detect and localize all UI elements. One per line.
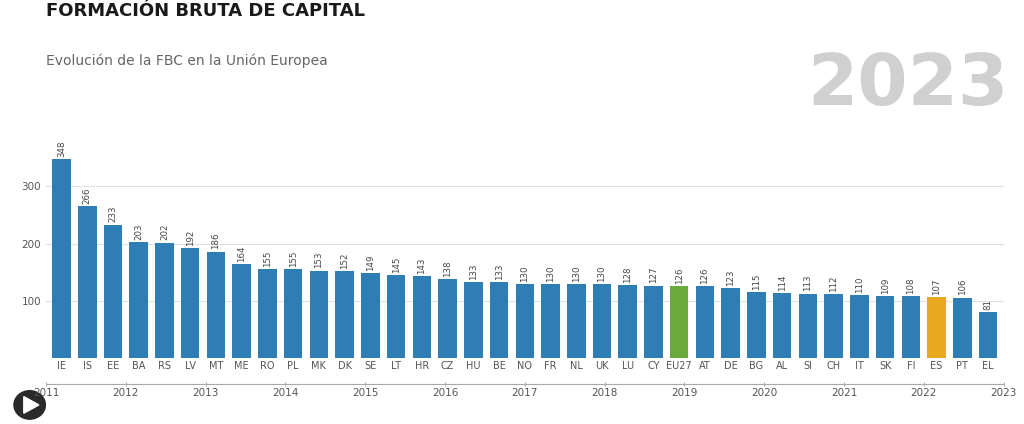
Text: 130: 130: [571, 265, 581, 282]
Text: 130: 130: [520, 265, 529, 282]
Text: 145: 145: [391, 257, 400, 273]
Text: 2022: 2022: [910, 388, 937, 398]
Text: 153: 153: [314, 252, 324, 268]
Bar: [670, 286, 688, 358]
Text: 2016: 2016: [432, 388, 458, 398]
Bar: [413, 276, 431, 358]
Bar: [799, 293, 817, 358]
Bar: [618, 285, 637, 358]
Bar: [78, 206, 96, 358]
Bar: [258, 270, 276, 358]
Bar: [361, 273, 380, 358]
Text: 233: 233: [109, 206, 118, 223]
Bar: [103, 225, 122, 358]
Bar: [52, 159, 71, 358]
Text: 110: 110: [855, 276, 864, 293]
Bar: [438, 279, 457, 358]
Bar: [722, 288, 740, 358]
Bar: [181, 248, 200, 358]
Text: 107: 107: [932, 278, 941, 295]
Bar: [387, 275, 406, 358]
Bar: [593, 284, 611, 358]
Text: 155: 155: [289, 251, 298, 267]
Text: 164: 164: [238, 245, 246, 262]
Bar: [901, 296, 921, 358]
Text: 2013: 2013: [193, 388, 219, 398]
Text: 114: 114: [777, 274, 786, 291]
Bar: [567, 284, 586, 358]
Text: 128: 128: [624, 266, 632, 283]
Text: FORMACIÓN BRUTA DE CAPITAL: FORMACIÓN BRUTA DE CAPITAL: [46, 2, 366, 20]
Bar: [232, 264, 251, 358]
Bar: [156, 243, 174, 358]
Text: 2018: 2018: [592, 388, 617, 398]
Bar: [695, 286, 714, 358]
Text: 143: 143: [418, 257, 426, 274]
Text: 133: 133: [469, 263, 478, 280]
Bar: [850, 295, 868, 358]
Text: 186: 186: [211, 233, 220, 249]
Text: 2017: 2017: [512, 388, 538, 398]
Bar: [464, 282, 482, 358]
Text: 155: 155: [263, 251, 272, 267]
Bar: [207, 252, 225, 358]
Text: 202: 202: [160, 224, 169, 240]
Text: 192: 192: [185, 230, 195, 246]
Text: 2012: 2012: [113, 388, 139, 398]
Bar: [928, 297, 946, 358]
Text: 108: 108: [906, 278, 915, 294]
Bar: [309, 271, 328, 358]
Bar: [773, 293, 792, 358]
Bar: [953, 298, 972, 358]
Bar: [824, 294, 843, 358]
Bar: [129, 242, 148, 358]
Bar: [489, 282, 508, 358]
Bar: [979, 312, 997, 358]
Bar: [515, 284, 535, 358]
Text: 112: 112: [829, 275, 839, 292]
Text: 348: 348: [57, 140, 66, 156]
Text: 203: 203: [134, 223, 143, 240]
Text: 130: 130: [546, 265, 555, 282]
Text: 126: 126: [675, 267, 684, 284]
Text: Evolución de la FBC en la Unión Europea: Evolución de la FBC en la Unión Europea: [46, 53, 328, 67]
Text: 127: 127: [649, 267, 658, 283]
Text: 113: 113: [804, 275, 812, 291]
Text: 2019: 2019: [671, 388, 697, 398]
Text: 133: 133: [495, 263, 504, 280]
Bar: [876, 296, 894, 358]
Bar: [542, 284, 560, 358]
Text: 266: 266: [83, 187, 92, 204]
Text: 2015: 2015: [352, 388, 379, 398]
Text: 126: 126: [700, 267, 710, 284]
Text: 81: 81: [984, 298, 992, 310]
Text: 2011: 2011: [33, 388, 59, 398]
Text: 2023: 2023: [807, 51, 1009, 120]
Bar: [284, 270, 302, 358]
Text: 130: 130: [598, 265, 606, 282]
Text: 152: 152: [340, 252, 349, 269]
Text: 2014: 2014: [272, 388, 299, 398]
Text: 2021: 2021: [830, 388, 857, 398]
Text: 109: 109: [881, 277, 890, 293]
Text: 2020: 2020: [751, 388, 777, 398]
Bar: [748, 293, 766, 358]
Text: 2023: 2023: [990, 388, 1017, 398]
Text: 123: 123: [726, 269, 735, 285]
Circle shape: [14, 391, 45, 419]
Bar: [336, 271, 354, 358]
Bar: [644, 285, 663, 358]
Polygon shape: [24, 396, 39, 413]
Text: 138: 138: [443, 260, 452, 277]
Text: 106: 106: [957, 279, 967, 295]
Text: 115: 115: [752, 273, 761, 290]
Text: 149: 149: [366, 254, 375, 271]
